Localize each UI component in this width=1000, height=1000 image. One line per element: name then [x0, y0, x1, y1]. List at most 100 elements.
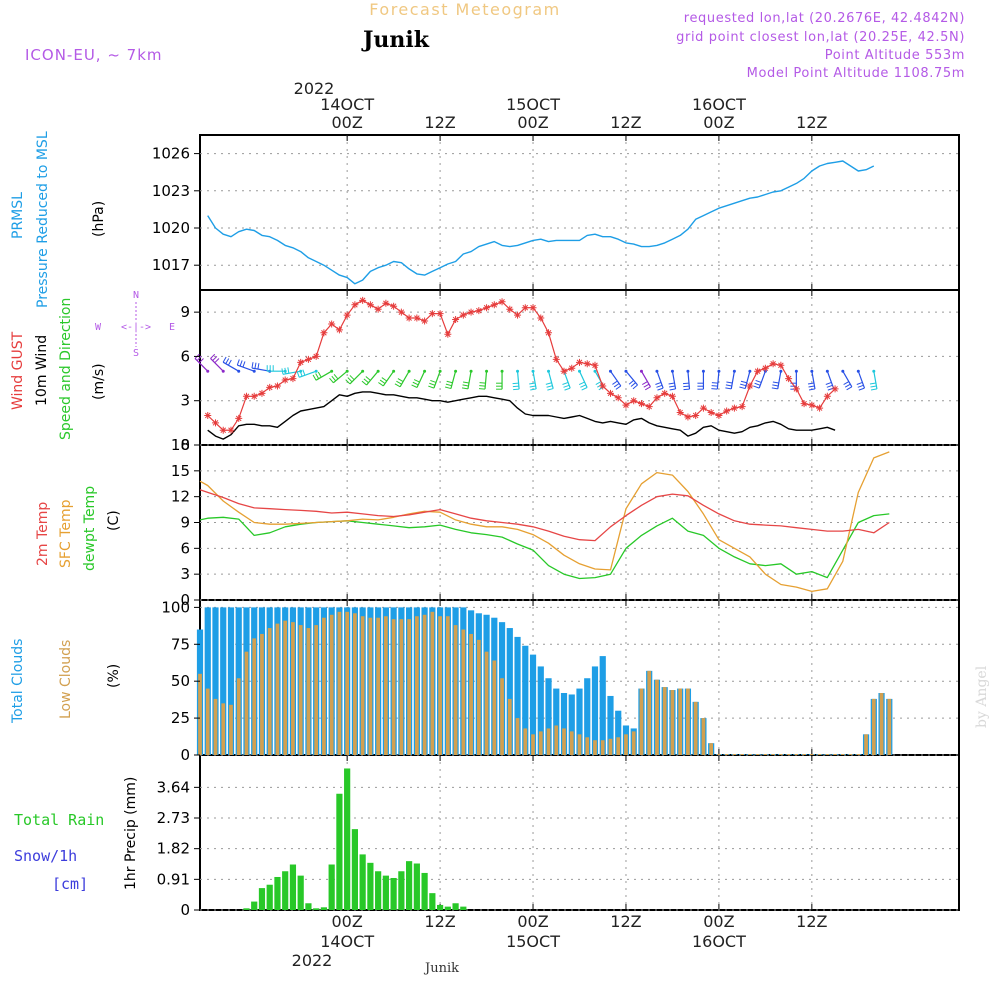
wind-barb-base: [500, 369, 504, 373]
gust-marker: [397, 308, 405, 316]
gust-marker: [723, 407, 731, 415]
snow-label: Snow/1h: [14, 847, 77, 865]
dewpt-label: dewpt Temp: [82, 486, 98, 571]
low-cloud-bar: [236, 678, 241, 755]
rain-bar: [266, 884, 273, 910]
wind-barb-feather: [413, 379, 420, 383]
wind-unit: (m/s): [91, 363, 107, 400]
ytick-label: 9: [180, 303, 190, 321]
wind-speed-dir-label: Speed and Direction: [58, 298, 74, 440]
wind-barb-feather: [428, 385, 435, 389]
bottom-date-label: 16OCT: [692, 932, 746, 951]
low-cloud-bar: [275, 623, 280, 755]
wind-barb-base: [748, 369, 752, 373]
gust-marker: [483, 304, 491, 312]
gust-marker: [258, 389, 266, 397]
gust-marker: [289, 375, 297, 383]
rain-bar: [351, 829, 358, 910]
wind-barb-feather: [683, 385, 690, 388]
gust-marker: [800, 400, 808, 408]
low-cloud-bar: [500, 678, 504, 755]
rain-bar: [406, 861, 413, 910]
total-cloud-bar: [522, 645, 529, 755]
wind-barb-base: [237, 369, 241, 373]
gust-marker: [699, 404, 707, 412]
gust-marker: [591, 361, 599, 369]
wind-barb-feather: [870, 388, 878, 391]
wind-barb-feather: [242, 361, 246, 368]
ytick-label: 1.82: [157, 840, 190, 858]
gust-marker: [560, 367, 568, 375]
wind-barb-feather: [529, 385, 536, 388]
gust-marker: [335, 326, 343, 334]
wind-barb-feather: [725, 387, 732, 390]
requested-location: requested lon,lat (20.2676E, 42.4842N): [684, 11, 965, 26]
wind-barb-feather: [595, 381, 602, 386]
gust-marker: [506, 305, 514, 313]
wind-barb-base: [469, 369, 473, 373]
gust-marker: [545, 329, 553, 337]
gust-marker: [359, 296, 367, 304]
wind-barb-base: [593, 369, 597, 373]
gust-marker: [614, 394, 622, 402]
ytick-label: 1026: [152, 145, 190, 163]
gust-marker: [769, 360, 777, 368]
wind-barb: [222, 361, 240, 372]
wind-barb-feather: [642, 381, 648, 386]
low-cloud-bar: [384, 616, 388, 755]
top-zulu-label: 12Z: [424, 113, 455, 132]
total-cloud-bar: [560, 693, 568, 755]
wind-barb-feather: [711, 382, 718, 384]
wind-barb-base: [454, 369, 458, 373]
low-cloud-bar: [817, 754, 822, 755]
wind-barb-feather: [632, 384, 638, 390]
gust-marker: [351, 301, 359, 309]
wind-barb-feather: [771, 387, 778, 390]
gust-marker: [211, 419, 219, 427]
low-cloud-bar: [368, 617, 373, 755]
low-cloud-bar: [647, 670, 652, 755]
wind-barb-feather: [753, 385, 760, 389]
wind-barb-base: [608, 369, 612, 373]
low-cloud-bar: [523, 728, 528, 755]
wind-barb-base: [856, 369, 860, 373]
wind-barb-feather: [397, 378, 404, 383]
low-cloud-bar: [662, 687, 667, 755]
wind-barb-feather: [630, 382, 636, 387]
wind-barb-feather: [580, 384, 587, 388]
wind-barb-feather: [530, 388, 537, 391]
low-cloud-bar: [569, 731, 574, 755]
bottom-zulu-label: 00Z: [331, 912, 362, 931]
wind-barb-feather: [740, 383, 747, 387]
wind-barb-base: [407, 369, 411, 373]
gust-marker: [808, 401, 816, 409]
gust-marker: [235, 414, 243, 422]
gust-marker: [684, 413, 692, 421]
ytick-label: 1023: [152, 182, 190, 200]
low-cloud-bar: [252, 638, 257, 755]
wind-barb-feather: [225, 358, 230, 364]
wind-barb-feather: [222, 356, 227, 363]
temp-unit: (C): [106, 510, 122, 531]
low-clouds-label: Low Clouds: [58, 640, 74, 719]
gust-marker: [831, 385, 839, 393]
gust-marker: [382, 299, 390, 307]
gust-marker: [823, 392, 831, 400]
ytick-label: 18: [171, 436, 190, 454]
low-cloud-bar: [701, 718, 706, 755]
wind-barb-feather: [581, 387, 588, 391]
gust-marker: [606, 389, 614, 397]
gust-marker: [242, 392, 250, 400]
ytick-label: 0: [180, 746, 190, 764]
gust-marker: [413, 314, 421, 322]
low-cloud-bar: [198, 673, 202, 755]
total-cloud-bar: [227, 607, 235, 755]
gust-marker: [637, 400, 645, 408]
rain-bar: [413, 863, 420, 910]
wind-panel: [199, 289, 960, 446]
wind-barb-feather: [478, 388, 486, 390]
rain-bar: [258, 888, 266, 910]
ytick-label: 15: [171, 462, 190, 480]
